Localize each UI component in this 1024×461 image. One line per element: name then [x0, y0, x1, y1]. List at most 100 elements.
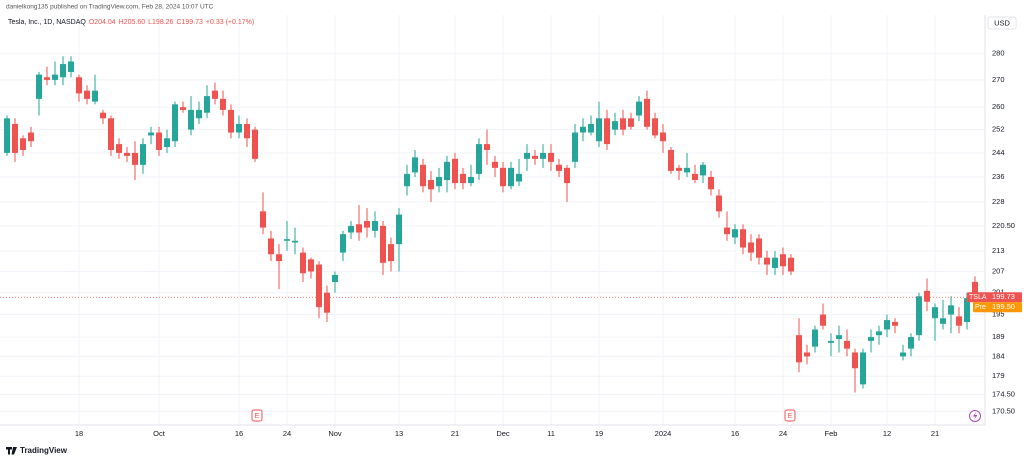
candle-body	[356, 224, 362, 233]
candle-body	[212, 90, 218, 99]
candle-body	[868, 337, 874, 341]
candle-body	[612, 121, 618, 130]
candle-body	[492, 161, 498, 168]
candles	[4, 56, 978, 393]
y-tick-label: 207	[992, 266, 1005, 275]
x-tick-label: Feb	[825, 429, 838, 438]
candle-body	[204, 96, 210, 113]
candle-body	[220, 98, 226, 110]
candle-body	[676, 167, 682, 171]
x-tick-label: Dec	[496, 429, 510, 438]
candle-body	[668, 149, 674, 171]
candle-body	[652, 118, 658, 136]
candle-body	[252, 129, 258, 159]
event-icon[interactable]	[973, 412, 978, 420]
candle-body	[372, 221, 378, 231]
x-tick-label: 21	[451, 429, 459, 438]
publisher-line: danielkong135 published on TradingView.c…	[6, 4, 214, 11]
candle-body	[748, 242, 754, 253]
candle-body	[580, 126, 586, 133]
x-tick-label: 19	[595, 429, 603, 438]
candle-body	[916, 296, 922, 336]
candle-body	[20, 138, 26, 150]
candle-body	[524, 152, 530, 159]
candle-body	[4, 118, 10, 153]
candle-body	[532, 155, 538, 159]
candle-body	[428, 180, 434, 190]
candle-body	[156, 132, 162, 150]
ticker-box	[967, 292, 1022, 303]
candle-body	[332, 274, 338, 283]
x-tick-label: 24	[779, 429, 787, 438]
candle-body	[604, 118, 610, 145]
candle-body	[228, 109, 234, 133]
currency-box[interactable]	[987, 16, 1017, 30]
candle-body	[484, 144, 490, 150]
ohlc-open: O204.04	[89, 19, 116, 26]
brand: TradingView	[6, 446, 68, 455]
candle-body	[844, 340, 850, 349]
y-tick-label: 236	[992, 172, 1005, 181]
symbol: Tesla, Inc., 1D, NASDAQ	[8, 19, 86, 26]
ohlc-high: H205.60	[119, 19, 146, 26]
candle-body	[188, 109, 194, 130]
dividend-marker[interactable]	[969, 410, 981, 422]
candle-body	[556, 164, 562, 171]
candle-body	[636, 101, 642, 116]
earnings-label[interactable]: E	[788, 413, 793, 420]
candle-body	[508, 167, 514, 187]
candle-body	[60, 64, 66, 78]
y-tick-label: 184	[992, 351, 1005, 360]
candle-body	[116, 144, 122, 153]
candle-body	[836, 335, 842, 339]
candle-body	[876, 331, 882, 336]
candle-body	[364, 221, 370, 228]
candle-body	[100, 112, 106, 119]
earnings-label[interactable]: E	[255, 413, 260, 420]
ticker-name: TSLA	[969, 294, 987, 301]
candle-body	[660, 132, 666, 142]
candle-body	[788, 257, 794, 272]
pre-price: 199.50	[992, 302, 1015, 311]
candle-body	[924, 290, 930, 302]
candle-body	[324, 292, 330, 313]
y-tick-label: 201	[992, 288, 1005, 297]
candle-body	[900, 352, 906, 357]
brand-name: TradingView	[20, 446, 68, 455]
candle-body	[92, 90, 98, 102]
x-tick-label: Nov	[328, 429, 342, 438]
candle-body	[708, 176, 714, 190]
y-tick-label: 228	[992, 197, 1005, 206]
y-tick-label: 280	[992, 49, 1005, 58]
currency[interactable]: USD	[994, 18, 1010, 27]
candle-body	[164, 138, 170, 148]
candle-body	[764, 257, 770, 265]
earnings-marker[interactable]: E	[784, 409, 796, 422]
candle-body	[588, 123, 594, 133]
candle-body	[860, 352, 866, 385]
earnings-marker[interactable]: E	[251, 409, 263, 422]
candle-body	[12, 123, 18, 153]
candle-body	[180, 107, 186, 110]
candle-body	[740, 229, 746, 248]
last-price: 199.73	[992, 292, 1015, 301]
candle-body	[468, 176, 474, 184]
candle-body	[620, 118, 626, 130]
candle-body	[444, 161, 450, 181]
y-tick-label: 220.50	[992, 221, 1015, 230]
candle-body	[780, 254, 786, 267]
candle-body	[940, 318, 946, 324]
x-tick-label: 21	[931, 429, 939, 438]
candle-body	[284, 239, 290, 241]
candle-body	[732, 229, 738, 238]
candle-body	[516, 173, 522, 182]
earnings-box[interactable]	[784, 409, 796, 422]
x-tick-label: Oct	[153, 429, 166, 438]
candle-body	[884, 320, 890, 330]
candle-body	[948, 305, 954, 315]
earnings-box[interactable]	[251, 409, 263, 422]
candle-body	[436, 176, 442, 187]
y-tick-label: 170.50	[992, 406, 1015, 415]
